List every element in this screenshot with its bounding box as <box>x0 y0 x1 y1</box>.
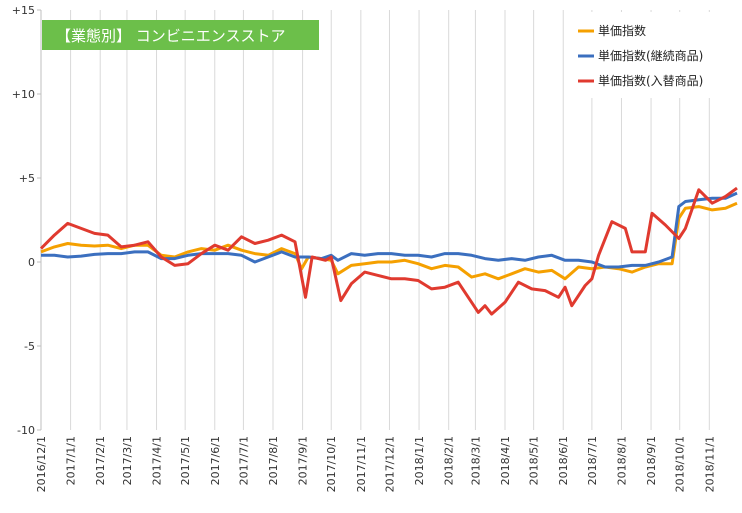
x-tick-label: 2018/1/1 <box>413 436 426 485</box>
chart-title: 【業態別】 コンビニエンスストア <box>56 27 285 45</box>
x-tick-label: 2018/11/1 <box>703 436 716 492</box>
x-tick-label: 2017/5/1 <box>179 436 192 485</box>
series-line <box>40 201 738 281</box>
x-tick-label: 2017/4/1 <box>151 436 164 485</box>
x-tick-label: 2018/4/1 <box>499 436 512 485</box>
axes: 2016/12/1 2017/1/1 2017/2/1 2017/3/1 2017/4/… <box>12 4 717 492</box>
legend-label: 単価指数(入替商品) <box>598 73 703 88</box>
legend-background <box>568 12 740 98</box>
x-tick-label: 2017/2/1 <box>94 436 107 485</box>
x-tick-label: 2017/12/1 <box>383 436 396 492</box>
x-tick-label: 2018/5/1 <box>528 436 541 485</box>
series-line <box>39 186 738 316</box>
y-tick-label: -5 <box>24 340 35 353</box>
y-tick-label: +10 <box>12 88 35 101</box>
x-tick-label: 2016/12/1 <box>35 436 48 492</box>
x-tick-label: 2018/9/1 <box>645 436 658 485</box>
legend-label: 単価指数 <box>598 23 646 38</box>
x-tick-label: 2018/3/1 <box>469 436 482 485</box>
x-tick-label: 2018/7/1 <box>586 436 599 485</box>
y-tick-label: +5 <box>19 172 35 185</box>
x-tick-label: 2017/6/1 <box>209 436 222 485</box>
x-tick-label: 2017/10/1 <box>325 436 338 492</box>
y-tick-label: +15 <box>12 4 35 17</box>
title-background <box>42 20 319 50</box>
x-tick-label: 2017/11/1 <box>355 436 368 492</box>
x-tick-label: 2017/3/1 <box>121 436 134 485</box>
y-tick-label: -10 <box>17 424 35 437</box>
x-tick-label: 2017/7/1 <box>237 436 250 485</box>
x-tick-label: 2017/1/1 <box>65 436 78 485</box>
chart-title-box: 【業態別】 コンビニエンスストア <box>42 20 319 50</box>
x-tick-label: 2018/8/1 <box>615 436 628 485</box>
series-lines <box>39 186 738 316</box>
x-tick-label: 2017/8/1 <box>267 436 280 485</box>
x-tick-label: 2017/9/1 <box>297 436 310 485</box>
legend-label: 単価指数(継続商品) <box>598 48 703 63</box>
x-tick-label: 2018/10/1 <box>674 436 687 492</box>
y-tick-label: 0 <box>28 256 35 269</box>
x-tick-label: 2018/2/1 <box>443 436 456 485</box>
x-tick-label: 2018/6/1 <box>557 436 570 485</box>
